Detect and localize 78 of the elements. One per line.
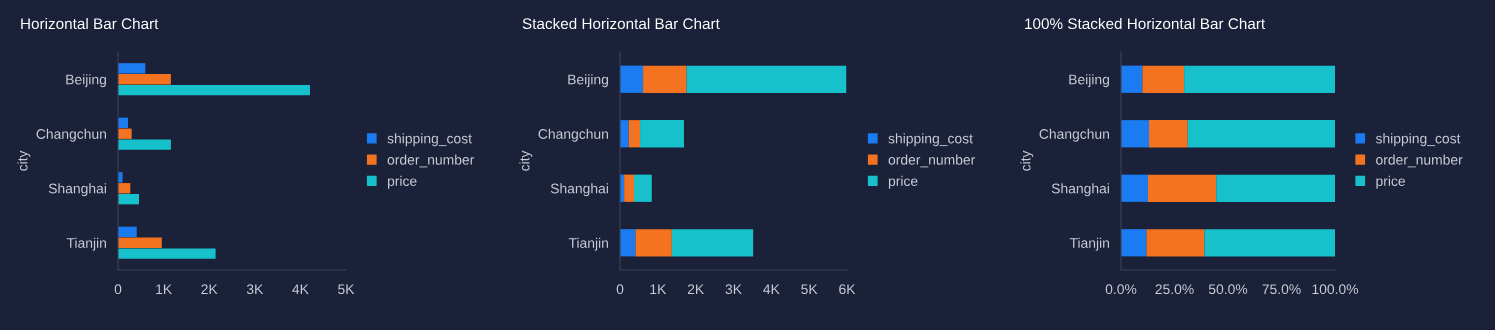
y-tick-label: Shanghai xyxy=(1051,183,1109,197)
y-tick-label: Tianjin xyxy=(568,237,608,251)
x-tick-label: 4K xyxy=(763,284,780,294)
chart-title: Horizontal Bar Chart xyxy=(21,17,159,30)
bar xyxy=(1121,229,1147,257)
bar xyxy=(118,139,171,150)
bar xyxy=(118,248,216,259)
bar xyxy=(620,229,636,257)
bar xyxy=(118,84,310,96)
x-tick-label: 1K xyxy=(650,284,667,294)
y-tick-label: Tianjin xyxy=(1069,237,1109,251)
x-tick-label: 3K xyxy=(246,284,264,295)
bar xyxy=(118,63,146,74)
y-axis-title: city xyxy=(1020,150,1034,171)
x-tick-label: 50.0% xyxy=(1208,284,1248,295)
bar xyxy=(1121,174,1148,202)
bar xyxy=(1121,120,1150,148)
y-tick-label: Beijing xyxy=(1069,74,1109,88)
bar xyxy=(118,193,139,205)
bar xyxy=(1146,229,1205,257)
x-tick-label: 2K xyxy=(687,284,705,294)
x-tick-label: 0 xyxy=(114,284,122,295)
legend-label: price xyxy=(1376,175,1405,189)
bar xyxy=(118,172,123,183)
bar xyxy=(118,237,162,248)
bar xyxy=(1121,65,1143,93)
bar xyxy=(628,120,641,148)
x-tick-label: 6K xyxy=(839,284,856,295)
x-tick-label: 100.0% xyxy=(1312,284,1359,295)
x-tick-label: 5K xyxy=(338,284,355,295)
bar xyxy=(634,174,652,202)
bar xyxy=(620,120,629,148)
x-tick-label: 75.0% xyxy=(1262,284,1301,295)
bar xyxy=(620,65,644,93)
bar xyxy=(640,120,684,148)
chart-title: Stacked Horizontal Bar Chart xyxy=(522,17,720,30)
bar xyxy=(118,226,137,238)
y-tick-label: Changchun xyxy=(36,128,106,142)
bar xyxy=(118,128,132,139)
bar xyxy=(1187,120,1335,148)
y-tick-label: Shanghai xyxy=(550,183,608,197)
bar xyxy=(1216,174,1335,202)
bar xyxy=(635,229,672,257)
y-axis-title: city xyxy=(519,150,533,171)
bar xyxy=(686,65,847,93)
bar xyxy=(671,229,754,257)
legend-label: shipping_cost xyxy=(888,133,973,147)
legend-label: order_number xyxy=(888,154,976,168)
chart-title: 100% Stacked Horizontal Bar Chart xyxy=(1025,17,1266,30)
y-tick-label: Tianjin xyxy=(66,237,106,251)
y-axis-title: city xyxy=(17,150,31,171)
bar xyxy=(118,74,171,85)
x-tick-label: 5K xyxy=(801,284,818,295)
bar xyxy=(1149,120,1188,148)
y-tick-label: Shanghai xyxy=(48,183,106,197)
legend-label: price xyxy=(387,175,417,189)
y-tick-label: Beijing xyxy=(66,74,106,88)
bar xyxy=(1147,174,1217,202)
x-tick-label: 4K xyxy=(292,284,309,294)
x-tick-label: 2K xyxy=(201,284,218,294)
legend-label: order_number xyxy=(1376,154,1463,168)
bar xyxy=(624,174,634,202)
x-tick-label: 3K xyxy=(725,284,742,295)
x-tick-label: 25.0% xyxy=(1155,284,1194,295)
legend-label: order_number xyxy=(387,154,475,168)
legend-label: price xyxy=(888,175,918,189)
x-tick-label: 1K xyxy=(156,284,172,294)
bar xyxy=(643,65,687,93)
legend-label: shipping_cost xyxy=(1375,133,1461,147)
y-tick-label: Changchun xyxy=(538,128,608,142)
legend-label: shipping_cost xyxy=(387,133,472,147)
bar xyxy=(1142,65,1185,93)
x-tick-label: 0 xyxy=(616,284,624,295)
bar xyxy=(1204,229,1335,257)
y-tick-label: Beijing xyxy=(568,74,608,88)
y-tick-label: Changchun xyxy=(1039,128,1109,142)
bar xyxy=(1184,65,1335,93)
x-tick-label: 0.0% xyxy=(1105,284,1137,295)
